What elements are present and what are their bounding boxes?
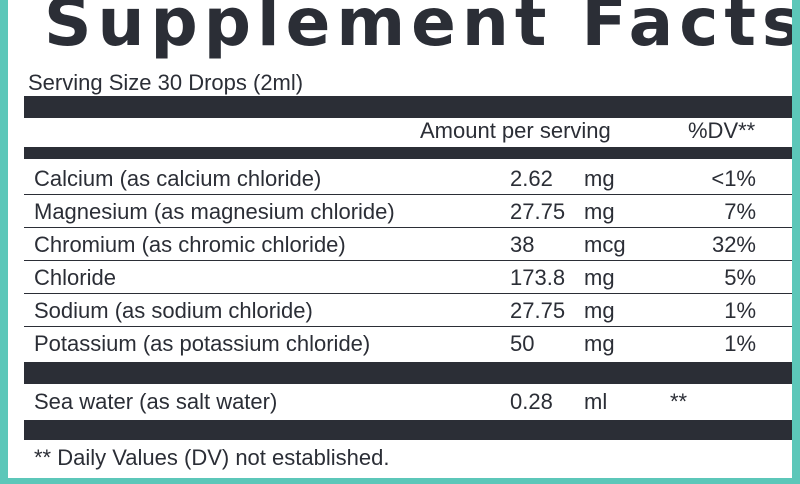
nutrient-unit: mg bbox=[584, 199, 615, 224]
ingredient-name: Sea water (as salt water) bbox=[34, 389, 278, 414]
nutrient-row: Potassium (as potassium chloride) 50 mg … bbox=[24, 328, 792, 360]
nutrient-amount: 50 bbox=[510, 331, 535, 356]
nutrient-unit: mg bbox=[584, 298, 615, 323]
amount-per-serving-header: Amount per serving bbox=[420, 118, 611, 143]
nutrient-row: Calcium (as calcium chloride) 2.62 mg <1… bbox=[24, 163, 792, 195]
nutrient-name: Chromium (as chromic chloride) bbox=[34, 232, 346, 257]
serving-size: Serving Size 30 Drops (2ml) bbox=[28, 70, 304, 95]
nutrient-amount: 27.75 bbox=[510, 199, 566, 224]
nutrient-dv: 1% bbox=[724, 298, 756, 323]
row-divider bbox=[24, 326, 792, 327]
row-divider bbox=[24, 260, 792, 261]
dv-header: %DV** bbox=[688, 118, 756, 143]
page-title: Supplement Facts bbox=[44, 0, 792, 61]
row-divider bbox=[24, 227, 792, 228]
other-ingredient-row: Sea water (as salt water) 0.28 ml ** bbox=[24, 386, 792, 418]
nutrient-amount: 27.75 bbox=[510, 298, 566, 323]
nutrient-unit: mg bbox=[584, 166, 615, 191]
nutrient-amount: 38 bbox=[510, 232, 535, 257]
nutrient-name: Calcium (as calcium chloride) bbox=[34, 166, 322, 191]
nutrient-name: Magnesium (as magnesium chloride) bbox=[34, 199, 395, 224]
nutrient-unit: mg bbox=[584, 331, 615, 356]
footnote: ** Daily Values (DV) not established. bbox=[34, 445, 390, 470]
nutrient-row: Chloride 173.8 mg 5% bbox=[24, 262, 792, 294]
nutrient-dv: 32% bbox=[711, 232, 756, 257]
thick-divider-middle bbox=[24, 362, 792, 384]
nutrient-name: Potassium (as potassium chloride) bbox=[34, 331, 371, 356]
supplement-facts-panel: Supplement Facts Serving Size 30 Drops (… bbox=[8, 0, 792, 478]
row-divider bbox=[24, 194, 792, 195]
nutrient-dv: 7% bbox=[724, 199, 756, 224]
nutrient-dv: <1% bbox=[711, 166, 756, 191]
nutrient-dv: 5% bbox=[724, 265, 756, 290]
nutrient-amount: 173.8 bbox=[510, 265, 566, 290]
nutrient-row: Sodium (as sodium chloride) 27.75 mg 1% bbox=[24, 295, 792, 327]
nutrient-dv: 1% bbox=[724, 331, 756, 356]
nutrient-unit: mg bbox=[584, 265, 615, 290]
ingredient-amount: 0.28 bbox=[510, 389, 553, 414]
nutrient-row: Magnesium (as magnesium chloride) 27.75 … bbox=[24, 196, 792, 228]
ingredient-unit: ml bbox=[584, 389, 608, 414]
ingredient-dv: ** bbox=[670, 389, 688, 414]
row-divider bbox=[24, 293, 792, 294]
nutrient-name: Sodium (as sodium chloride) bbox=[34, 298, 313, 323]
thick-divider-bottom bbox=[24, 420, 792, 440]
nutrient-row: Chromium (as chromic chloride) 38 mcg 32… bbox=[24, 229, 792, 261]
medium-divider bbox=[24, 147, 792, 159]
thick-divider-top bbox=[24, 96, 792, 118]
nutrient-name: Chloride bbox=[34, 265, 116, 290]
nutrient-amount: 2.62 bbox=[510, 166, 553, 191]
nutrient-unit: mcg bbox=[584, 232, 626, 257]
